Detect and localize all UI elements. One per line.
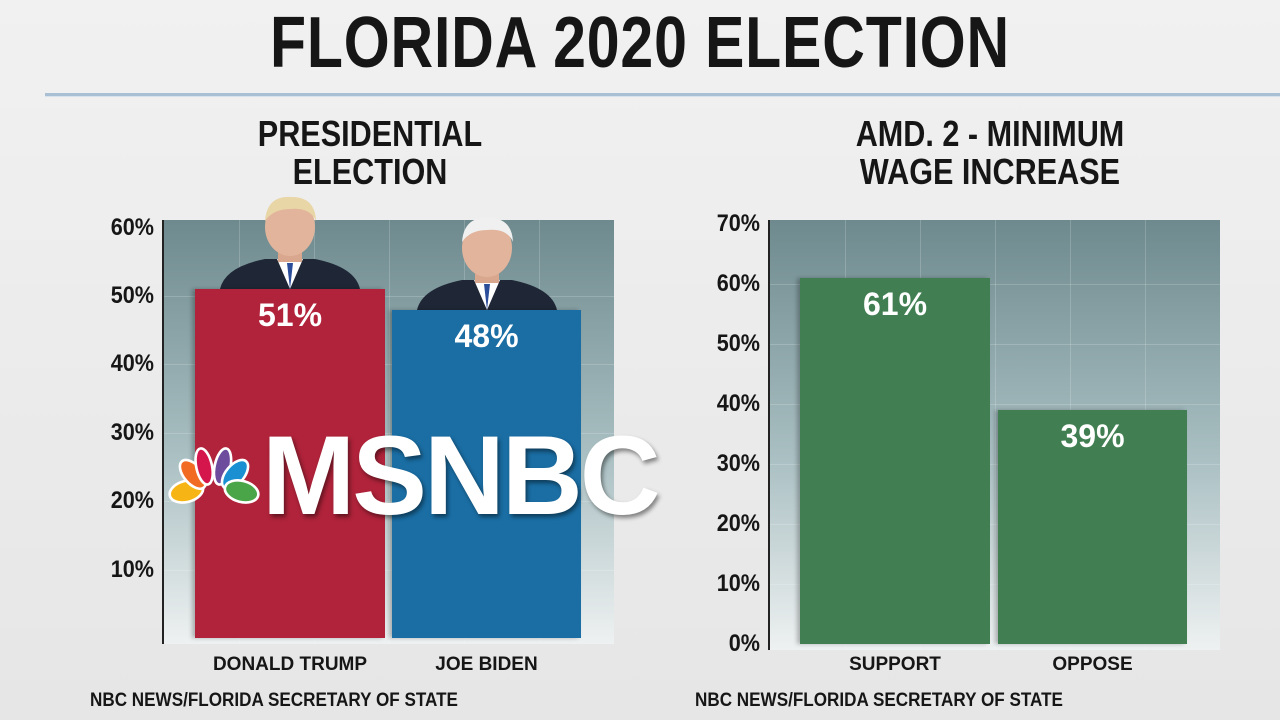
category-label: SUPPORT (849, 654, 941, 675)
gridline (164, 296, 614, 297)
y-tick-label: 40% (716, 390, 760, 417)
y-tick-label: 50% (716, 330, 760, 357)
category-label: OPPOSE (1052, 654, 1133, 675)
bar-support (800, 278, 990, 644)
source-right: NBC NEWS/FLORIDA SECRETARY OF STATE (695, 690, 1063, 711)
chart-title-presidential: PRESIDENTIAL ELECTION (257, 113, 483, 192)
nbc-peacock-icon (168, 447, 260, 504)
y-tick-label: 20% (110, 487, 154, 515)
gridline (770, 524, 1220, 525)
title-divider (45, 93, 1280, 97)
source-left: NBC NEWS/FLORIDA SECRETARY OF STATE (90, 690, 458, 711)
gridline (164, 432, 614, 434)
candidate-photo (220, 197, 360, 290)
bar-joe-biden (392, 309, 581, 638)
y-tick-label: 10% (716, 570, 760, 597)
data-label: 51% (257, 297, 323, 334)
data-label: 48% (454, 317, 519, 354)
gridline (770, 284, 1220, 285)
gridline (770, 344, 1220, 345)
y-tick-label: 60% (716, 270, 760, 297)
gridline (164, 501, 614, 503)
category-label: JOE BIDEN (435, 654, 538, 675)
page-title: FLORIDA 2020 ELECTION (269, 3, 1011, 83)
y-tick-label: 70% (716, 210, 760, 237)
y-tick-label: 40% (110, 350, 154, 378)
y-tick-label: 10% (110, 555, 154, 583)
gridline (389, 220, 390, 644)
y-tick-label: 60% (110, 213, 154, 241)
data-label: 39% (1060, 418, 1125, 454)
msnbc-logo: MSNBC (262, 413, 661, 538)
gridline (770, 404, 1220, 405)
candidate-photo (416, 217, 557, 310)
data-label: 61% (862, 286, 928, 322)
gridline (995, 220, 996, 650)
y-tick-label: 20% (716, 510, 760, 537)
gridline (164, 364, 614, 366)
gridline (164, 569, 614, 571)
gridline (770, 464, 1220, 465)
y-tick-label: 50% (110, 282, 154, 309)
bar-oppose (998, 410, 1187, 644)
gridline (770, 584, 1220, 585)
y-tick-label: 30% (110, 418, 154, 446)
category-label: DONALD TRUMP (212, 654, 368, 675)
y-tick-label: 30% (716, 450, 760, 477)
chart-title-minimum-wage: AMD. 2 - MINIMUM WAGE INCREASE (855, 113, 1125, 192)
y-tick-label: 0% (728, 630, 760, 657)
